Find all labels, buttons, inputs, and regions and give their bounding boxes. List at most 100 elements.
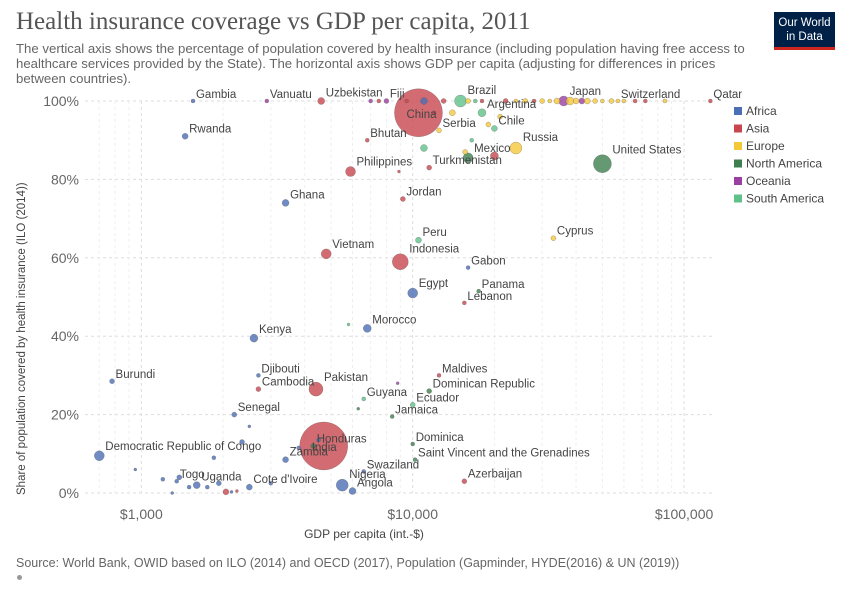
data-point[interactable] <box>454 94 467 108</box>
data-point[interactable] <box>547 98 553 104</box>
data-point[interactable] <box>192 481 201 489</box>
data-point[interactable] <box>462 152 474 164</box>
data-point[interactable] <box>296 445 301 451</box>
data-point[interactable] <box>461 478 468 484</box>
data-point[interactable] <box>256 373 261 378</box>
data-point[interactable] <box>502 98 509 104</box>
data-point[interactable] <box>485 121 492 128</box>
data-point[interactable] <box>249 333 259 343</box>
data-point[interactable] <box>472 98 478 104</box>
data-point[interactable] <box>239 439 245 445</box>
data-point[interactable] <box>181 133 189 140</box>
data-point[interactable] <box>308 381 324 397</box>
data-point[interactable] <box>397 169 401 174</box>
data-point[interactable] <box>268 480 274 486</box>
data-point[interactable] <box>462 149 468 155</box>
data-point[interactable] <box>361 396 366 402</box>
data-point[interactable] <box>465 98 471 104</box>
data-point[interactable] <box>632 98 638 104</box>
data-point[interactable] <box>615 98 621 104</box>
data-point[interactable] <box>281 199 290 207</box>
data-point[interactable] <box>420 97 428 105</box>
data-point[interactable] <box>356 406 361 411</box>
data-point[interactable] <box>431 110 437 116</box>
data-point[interactable] <box>578 97 586 105</box>
data-point[interactable] <box>190 98 196 104</box>
data-point[interactable] <box>235 489 239 493</box>
data-point[interactable] <box>205 484 210 490</box>
legend-label[interactable]: North America <box>746 157 822 171</box>
data-point[interactable] <box>133 467 138 472</box>
data-point[interactable] <box>363 324 372 333</box>
owid-logo[interactable]: Our World in Data <box>774 12 835 50</box>
data-point[interactable] <box>513 98 519 104</box>
data-point[interactable] <box>361 469 366 474</box>
data-point[interactable] <box>383 98 390 104</box>
data-point[interactable] <box>476 288 481 294</box>
data-point[interactable] <box>600 98 605 104</box>
data-point[interactable] <box>186 484 192 490</box>
data-point[interactable] <box>346 322 351 327</box>
data-point[interactable] <box>109 378 115 385</box>
data-point[interactable] <box>608 98 615 104</box>
data-point[interactable] <box>345 166 356 177</box>
data-point[interactable] <box>436 373 442 378</box>
data-point[interactable] <box>621 98 627 104</box>
data-point[interactable] <box>348 487 357 495</box>
data-point[interactable] <box>229 490 234 494</box>
data-point[interactable] <box>426 164 432 171</box>
data-point[interactable] <box>479 98 485 104</box>
data-point[interactable] <box>336 478 349 492</box>
data-point[interactable] <box>160 477 166 482</box>
data-point[interactable] <box>246 483 253 491</box>
data-point[interactable] <box>317 97 325 105</box>
data-point[interactable] <box>436 127 442 134</box>
data-point[interactable] <box>412 457 418 462</box>
data-point[interactable] <box>376 98 382 104</box>
data-point[interactable] <box>550 235 557 241</box>
data-point[interactable] <box>264 98 270 104</box>
data-point[interactable] <box>572 97 580 105</box>
data-point[interactable] <box>491 125 498 132</box>
data-point[interactable] <box>440 98 447 104</box>
data-point[interactable] <box>404 98 409 104</box>
data-point[interactable] <box>255 386 262 392</box>
data-point[interactable] <box>409 402 416 408</box>
legend-label[interactable]: Africa <box>746 104 777 118</box>
data-point[interactable] <box>469 137 474 143</box>
data-point[interactable] <box>247 424 252 429</box>
data-point[interactable] <box>509 141 523 155</box>
data-point[interactable] <box>465 265 471 270</box>
data-point[interactable] <box>539 98 545 104</box>
legend-label[interactable]: South America <box>746 192 824 206</box>
data-point[interactable] <box>497 113 503 120</box>
data-point[interactable] <box>449 109 456 117</box>
data-point[interactable] <box>211 455 217 460</box>
data-point[interactable] <box>477 108 487 118</box>
data-point[interactable] <box>407 287 418 299</box>
data-point[interactable] <box>662 98 668 104</box>
data-point[interactable] <box>553 97 561 105</box>
data-point[interactable] <box>320 248 332 260</box>
data-point[interactable] <box>584 97 591 105</box>
data-point[interactable] <box>282 456 289 463</box>
data-point[interactable] <box>462 300 467 306</box>
data-point[interactable] <box>426 388 432 394</box>
data-point[interactable] <box>395 381 400 385</box>
data-point[interactable] <box>389 414 395 419</box>
data-point[interactable] <box>522 98 529 104</box>
data-point[interactable] <box>420 144 428 152</box>
data-point[interactable] <box>708 98 713 104</box>
data-point[interactable] <box>490 151 499 161</box>
data-point[interactable] <box>222 488 230 496</box>
data-point[interactable] <box>170 491 175 495</box>
data-point[interactable] <box>365 137 370 143</box>
data-point[interactable] <box>531 98 537 104</box>
data-point[interactable] <box>216 480 222 486</box>
legend-label[interactable]: Asia <box>746 122 770 136</box>
data-point[interactable] <box>174 478 179 484</box>
data-point[interactable] <box>400 196 406 202</box>
data-point[interactable] <box>310 443 316 449</box>
data-point[interactable] <box>368 98 373 104</box>
data-point[interactable] <box>231 411 238 418</box>
